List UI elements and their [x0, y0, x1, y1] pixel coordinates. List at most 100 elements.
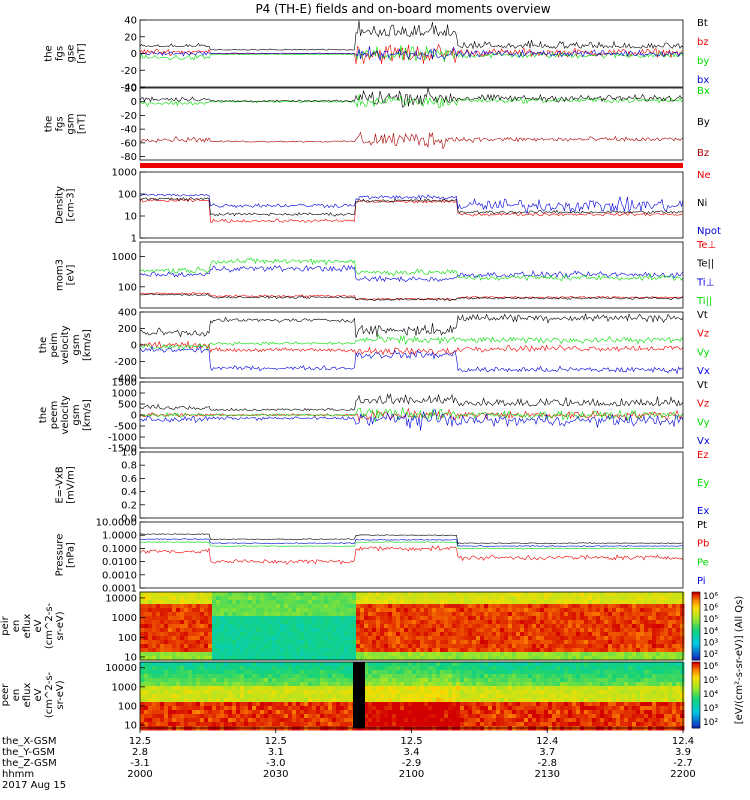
- spectrogram-cell: [276, 706, 281, 711]
- spectrogram-cell: [500, 662, 505, 667]
- spectrogram-cell: [672, 710, 677, 715]
- spectrogram-cell: [516, 718, 521, 723]
- colorbar-step: [692, 642, 700, 645]
- spectrogram-cell: [512, 640, 517, 645]
- spectrogram-cell: [184, 600, 189, 605]
- spectrogram-cell: [428, 608, 433, 613]
- spectrogram-cell: [368, 640, 373, 645]
- spectrogram-cell: [520, 600, 525, 605]
- spectrogram-cell: [224, 674, 229, 679]
- spectrogram-cell: [380, 620, 385, 625]
- spectrogram-cell: [148, 714, 153, 719]
- spectrogram-cell: [564, 682, 569, 687]
- spectrogram-cell: [252, 722, 257, 727]
- spectrogram-cell: [408, 592, 413, 597]
- legend-entry: Vt: [697, 310, 708, 321]
- spectrogram-cell: [388, 612, 393, 617]
- spectrogram-cell: [140, 624, 145, 629]
- spectrogram-cell: [220, 648, 225, 653]
- spectrogram-cell: [432, 690, 437, 695]
- spectrogram-cell: [512, 670, 517, 675]
- spectrogram-cell: [432, 596, 437, 601]
- spectrogram-cell: [436, 628, 441, 633]
- spectrogram-cell: [464, 636, 469, 641]
- spectrogram-cell: [212, 652, 217, 657]
- spectrogram-cell: [244, 644, 249, 649]
- spectrogram-cell: [636, 608, 641, 613]
- spectrogram-cell: [228, 620, 233, 625]
- spectrogram-cell: [268, 714, 273, 719]
- spectrogram-cell: [560, 624, 565, 629]
- spectrogram-cell: [272, 702, 277, 707]
- spectrogram-cell: [388, 670, 393, 675]
- spectrogram-cell: [268, 674, 273, 679]
- spectrogram-cell: [620, 698, 625, 703]
- spectrogram-cell: [324, 592, 329, 597]
- spectrogram-cell: [596, 604, 601, 609]
- spectrogram-cell: [520, 662, 525, 667]
- spectrogram-cell: [660, 670, 665, 675]
- spectrogram-cell: [448, 710, 453, 715]
- spectrogram-cell: [676, 612, 681, 617]
- spectrogram-cell: [472, 674, 477, 679]
- spectrogram-cell: [332, 600, 337, 605]
- spectrogram-cell: [532, 592, 537, 597]
- spectrogram-cell: [596, 656, 601, 661]
- spectrogram-cell: [236, 670, 241, 675]
- spectrogram-cell: [420, 714, 425, 719]
- spectrogram-cell: [244, 640, 249, 645]
- y-axis-label: Pressure: [55, 534, 66, 577]
- spectrogram-cell: [244, 670, 249, 675]
- spectrogram-cell: [288, 666, 293, 671]
- spectrogram-cell: [520, 710, 525, 715]
- spectrogram-cell: [464, 628, 469, 633]
- spectrogram-cell: [148, 620, 153, 625]
- spectrogram-cell: [228, 652, 233, 657]
- spectrogram-cell: [408, 722, 413, 727]
- spectrogram-cell: [580, 690, 585, 695]
- spectrogram-cell: [660, 690, 665, 695]
- spectrogram-cell: [660, 612, 665, 617]
- spectrogram-cell: [580, 710, 585, 715]
- spectrogram-cell: [428, 628, 433, 633]
- spectrogram-cell: [376, 624, 381, 629]
- spectrogram-cell: [304, 608, 309, 613]
- spectrogram-cell: [312, 686, 317, 691]
- spectrogram-cell: [408, 718, 413, 723]
- spectrogram-cell: [388, 604, 393, 609]
- spectrogram-cell: [516, 694, 521, 699]
- spectrogram-cell: [604, 616, 609, 621]
- spectrogram-cell: [524, 714, 529, 719]
- spectrogram-cell: [480, 706, 485, 711]
- spectrogram-cell: [148, 608, 153, 613]
- spectrogram-cell: [388, 592, 393, 597]
- spectrogram-cell: [288, 656, 293, 661]
- spectrogram-cell: [436, 608, 441, 613]
- spectrogram-cell: [484, 694, 489, 699]
- colorbar-frame: [691, 661, 701, 729]
- spectrogram-cell: [532, 652, 537, 657]
- spectrogram-cell: [412, 640, 417, 645]
- legend-entry: by: [697, 56, 709, 67]
- spectrogram-cell: [456, 698, 461, 703]
- spectrogram-cell: [140, 640, 145, 645]
- spectrogram-cell: [328, 628, 333, 633]
- spectrogram-cell: [536, 624, 541, 629]
- y-axis-label: [km/s]: [82, 329, 93, 361]
- spectrogram-cell: [532, 644, 537, 649]
- spectrogram-cell: [312, 698, 317, 703]
- spectrogram-cell: [384, 666, 389, 671]
- x-tick-label: 12.5: [129, 736, 151, 747]
- spectrogram-cell: [548, 592, 553, 597]
- spectrogram-cell: [408, 686, 413, 691]
- spectrogram-cell: [624, 616, 629, 621]
- series-pressure-Pb: [139, 545, 684, 565]
- spectrogram-cell: [564, 624, 569, 629]
- spectrogram-cell: [536, 674, 541, 679]
- spectrogram-cell: [228, 670, 233, 675]
- spectrogram-cell: [600, 686, 605, 691]
- spectrogram-cell: [160, 632, 165, 637]
- spectrogram-cell: [300, 632, 305, 637]
- spectrogram-cell: [532, 666, 537, 671]
